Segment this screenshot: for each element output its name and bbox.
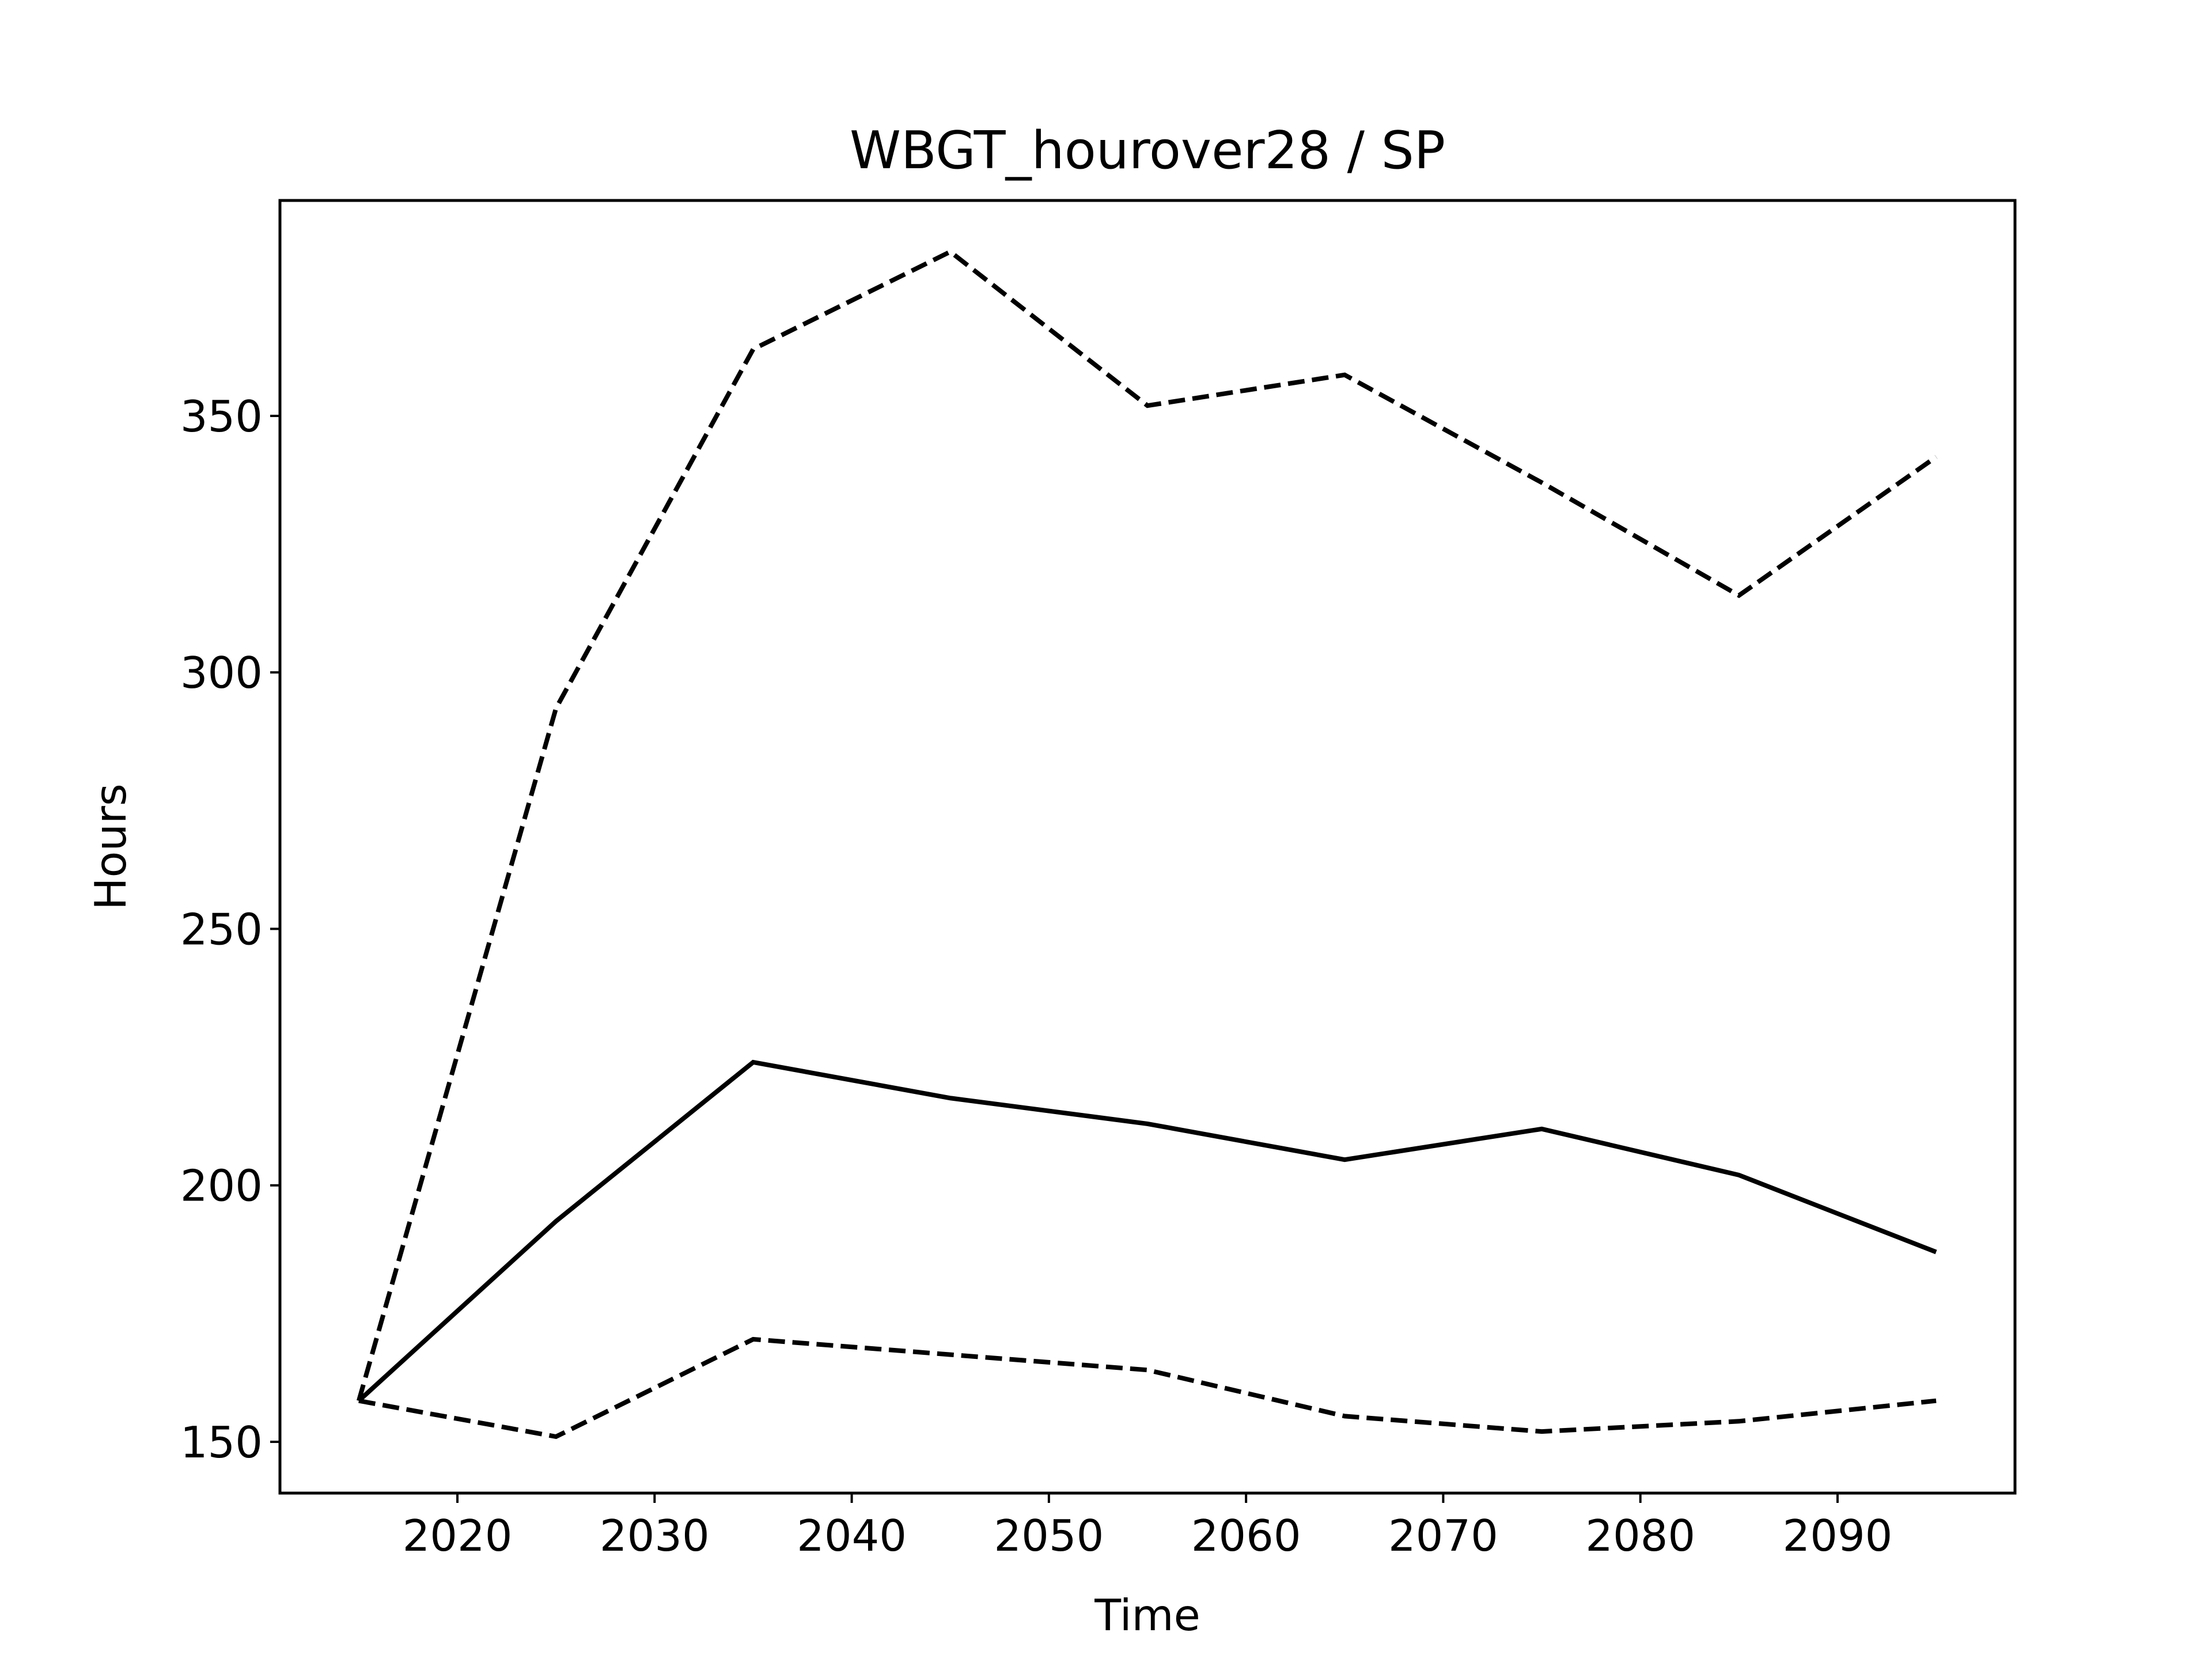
- chart-title: WBGT_hourover28 / SP: [850, 120, 1445, 181]
- y-tick-label: 250: [180, 904, 263, 955]
- x-tick-label: 2040: [797, 1510, 907, 1561]
- x-tick-label: 2030: [600, 1510, 710, 1561]
- x-tick-label: 2080: [1585, 1510, 1695, 1561]
- series-line-3: [358, 1336, 1937, 1440]
- series-layer: [357, 249, 1938, 1440]
- y-axis-label: Hours: [85, 783, 136, 910]
- y-tick-label: 200: [180, 1161, 263, 1211]
- x-tick-label: 2060: [1191, 1510, 1301, 1561]
- y-axis: 150 200 250 300 350: [180, 391, 280, 1468]
- x-tick-label: 2090: [1783, 1510, 1893, 1561]
- series-line-2: [357, 1059, 1937, 1403]
- x-axis: 2020 2030 2040 2050 2060 2070 2080 2090: [403, 1493, 1893, 1561]
- x-axis-label: Time: [1094, 1590, 1200, 1641]
- x-tick-label: 2070: [1388, 1510, 1498, 1561]
- series-line-1: [357, 249, 1938, 1402]
- y-tick-label: 350: [180, 391, 263, 442]
- y-tick-label: 150: [180, 1417, 263, 1468]
- x-tick-label: 2050: [994, 1510, 1104, 1561]
- y-tick-label: 300: [180, 647, 263, 698]
- plot-area-frame: [278, 199, 2017, 1495]
- x-tick-label: 2020: [403, 1510, 513, 1561]
